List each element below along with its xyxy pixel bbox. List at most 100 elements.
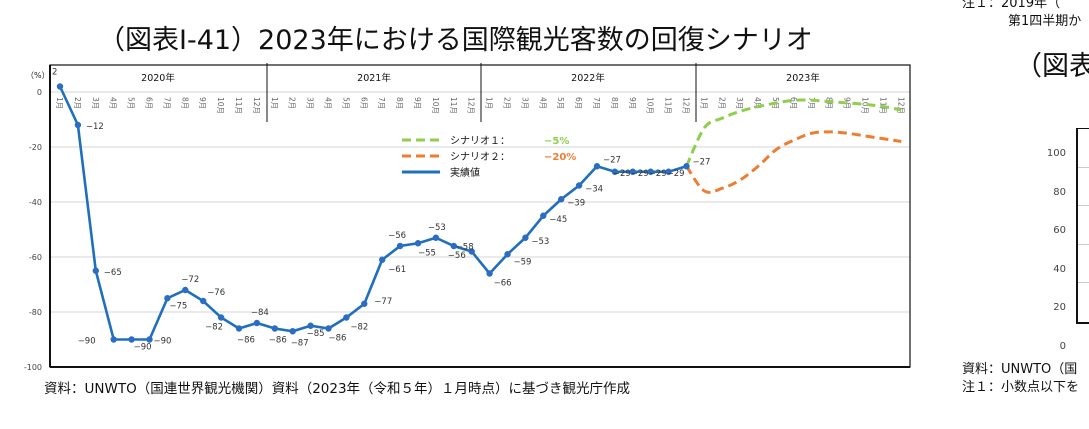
month-label: 10月 — [861, 97, 870, 114]
month-label: 8月 — [610, 97, 619, 109]
y-axis-unit: （%） — [26, 71, 50, 80]
line-chart: 0 -20 -40 -60 -80 -100 （%） 2020年 1月 2月 3月 4月 5月 6月 7月 8… — [24, 63, 911, 372]
actual-data-point — [629, 168, 636, 175]
right-note-1: 注１：小数点以下を — [962, 380, 1080, 395]
month-label: 10月 — [646, 97, 655, 114]
data-label: −58 — [456, 243, 474, 253]
actual-data-point — [396, 242, 404, 250]
actual-data-point — [289, 328, 296, 335]
month-label: 3月 — [91, 97, 100, 109]
data-label: −39 — [567, 198, 585, 208]
data-label: −65 — [104, 268, 122, 278]
y-tick-label: -100 — [24, 363, 42, 372]
right-gridline — [1078, 282, 1089, 284]
data-label: −55 — [418, 248, 436, 258]
actual-data-point — [182, 286, 189, 294]
actual-data-point — [361, 300, 368, 307]
right-y-tick: 40 — [1053, 263, 1066, 275]
actual-data-point — [558, 196, 565, 203]
data-label: −27 — [603, 155, 621, 165]
month-label: 7月 — [162, 97, 171, 109]
actual-data-point — [414, 240, 422, 247]
month-label: 4月 — [109, 97, 118, 109]
month-label: 5月 — [127, 97, 136, 109]
actual-data-point — [343, 314, 350, 321]
actual-data-point — [200, 297, 207, 305]
right-gridline — [1078, 166, 1089, 168]
actual-data-point — [540, 212, 547, 219]
month-label: 4月 — [753, 97, 762, 109]
month-label: 8月 — [395, 97, 404, 109]
y-tick-label: -60 — [29, 253, 42, 262]
month-label: 11月 — [234, 97, 243, 114]
right-y-tick: 60 — [1053, 225, 1066, 237]
y-tick-label: -40 — [29, 198, 42, 207]
data-label: −53 — [531, 237, 549, 247]
data-label: −61 — [388, 265, 406, 275]
actual-data-point — [450, 242, 457, 250]
data-label: −86 — [269, 336, 287, 346]
right-y-tick: 0 — [1059, 341, 1066, 352]
month-label: 5月 — [556, 97, 565, 109]
month-label: 7月 — [377, 97, 386, 109]
data-label: −90 — [154, 337, 172, 347]
month-label: 2月 — [73, 97, 82, 109]
month-label: 1月 — [270, 97, 279, 109]
actual-data-point — [593, 163, 601, 170]
actual-data-point — [432, 234, 440, 241]
month-label: 3月 — [735, 97, 744, 109]
actual-data-point — [164, 295, 171, 302]
month-label: 3月 — [306, 97, 315, 109]
data-label: −29 — [649, 169, 667, 179]
month-label: 6月 — [359, 97, 368, 109]
month-label: 11月 — [664, 97, 673, 114]
month-label: 3月 — [520, 97, 529, 109]
chart-title: （図表Ⅰ-41）2023年における国際観光客数の回復シナリオ — [98, 25, 813, 56]
month-label: 2月 — [288, 97, 297, 109]
data-label: −76 — [207, 288, 225, 298]
month-label: 9月 — [198, 97, 207, 109]
month-label: 9月 — [413, 97, 422, 109]
right-title: （図表 — [1015, 51, 1089, 82]
right-chart-frame — [1076, 128, 1089, 324]
month-label: 6月 — [789, 97, 798, 109]
data-label: −56 — [448, 251, 466, 261]
actual-data-point — [683, 163, 690, 170]
right-y-tick: 80 — [1053, 186, 1066, 198]
year-label: 2021年 — [357, 72, 391, 84]
actual-data-point — [307, 322, 314, 329]
scenario-1-line — [685, 98, 902, 167]
actual-data-point — [128, 336, 135, 343]
month-label: 5月 — [341, 97, 350, 109]
data-label: 2 — [52, 68, 57, 78]
actual-data-point — [271, 325, 278, 332]
right-note-top-1: 注１：2019年（ — [962, 0, 1061, 11]
month-label: 12月 — [896, 97, 905, 114]
data-label: −45 — [549, 215, 567, 225]
legend-value: −20% — [544, 152, 576, 163]
year-label: 2022年 — [571, 72, 605, 84]
data-label: −53 — [428, 223, 446, 233]
plot-frame — [49, 64, 911, 368]
actual-data-point — [110, 336, 117, 343]
month-label: 1月 — [699, 97, 708, 109]
data-label: −29 — [613, 169, 631, 179]
actual-data-point — [253, 319, 261, 327]
month-label: 2月 — [717, 97, 726, 109]
actual-data-point — [74, 121, 82, 129]
month-label: 9月 — [628, 97, 637, 109]
month-label: 12月 — [467, 97, 476, 114]
data-label: −84 — [251, 308, 269, 318]
month-label: 4月 — [324, 97, 333, 109]
data-label: −87 — [291, 338, 309, 348]
data-label: −12 — [86, 122, 104, 132]
data-label: −59 — [514, 257, 532, 267]
data-label: −82 — [205, 323, 223, 333]
month-label: 1月 — [55, 97, 64, 109]
month-label: 11月 — [449, 97, 458, 114]
data-label: −90 — [134, 343, 152, 353]
data-label: −75 — [169, 301, 187, 311]
y-tick-label: -20 — [29, 143, 42, 152]
actual-data-point — [468, 248, 475, 255]
legend-label: シナリオ２： — [450, 151, 510, 163]
